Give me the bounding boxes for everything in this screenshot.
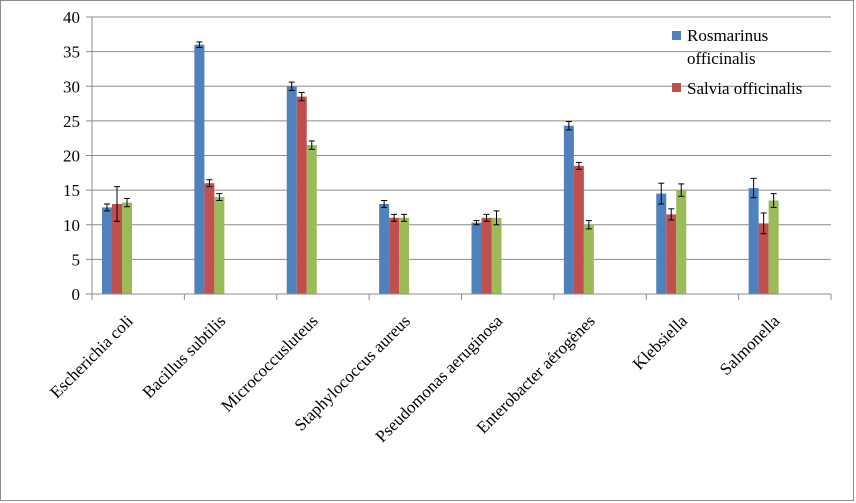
- y-tick-label: 35: [63, 43, 80, 62]
- y-tick-label: 15: [63, 181, 80, 200]
- bar: [204, 183, 215, 294]
- bar: [583, 224, 594, 294]
- bar: [112, 203, 122, 294]
- bar: [471, 222, 482, 294]
- bar: [296, 96, 307, 294]
- bar: [656, 193, 667, 294]
- bar: [573, 165, 584, 294]
- y-tick-label: 5: [72, 250, 81, 269]
- bar: [379, 203, 390, 294]
- category-label: Bacillus subtilis: [139, 311, 230, 402]
- legend: Rosmarinus officinalis Salvia officinali…: [672, 26, 802, 98]
- x-axis-ticks: [91, 294, 832, 300]
- bar: [666, 214, 677, 294]
- legend-label-salvia: Salvia officinalis: [687, 79, 802, 98]
- bar: [214, 197, 225, 294]
- bar: [481, 217, 492, 294]
- category-label: Escherichia coli: [46, 311, 137, 402]
- bars: [102, 44, 779, 295]
- y-tick-label: 0: [72, 285, 81, 304]
- bar: [491, 217, 502, 294]
- bar: [122, 202, 132, 294]
- legend-label-rosmarinus-2: officinalis: [687, 49, 756, 68]
- category-labels: Escherichia coli Bacillus subtilisMicroco…: [46, 311, 783, 446]
- y-tick-label: 10: [63, 216, 80, 235]
- bar: [748, 188, 759, 294]
- bar: [563, 125, 574, 294]
- bar: [758, 223, 769, 294]
- bar: [768, 200, 779, 294]
- error-bars: [104, 41, 777, 235]
- bar: [306, 145, 317, 294]
- bar: [286, 86, 297, 294]
- category-label: Micrococcusluteus: [217, 311, 321, 415]
- bar: [102, 207, 112, 294]
- y-tick-label: 25: [63, 112, 80, 131]
- bar: [399, 217, 410, 294]
- bar: [389, 217, 400, 294]
- bar: [194, 44, 205, 295]
- legend-label-rosmarinus-1: Rosmarinus: [687, 26, 768, 45]
- y-axis-ticks: 0 5 10 15 20 25 30 35 40: [63, 8, 92, 304]
- y-tick-label: 30: [63, 77, 80, 96]
- category-label: Salmonella: [716, 311, 784, 379]
- legend-swatch-salvia: [672, 83, 681, 92]
- bar: [676, 190, 687, 294]
- category-label: Klebsiella: [629, 311, 691, 373]
- y-tick-label: 20: [63, 147, 80, 166]
- y-tick-label: 40: [63, 8, 80, 27]
- legend-swatch-rosmarinus: [672, 31, 681, 40]
